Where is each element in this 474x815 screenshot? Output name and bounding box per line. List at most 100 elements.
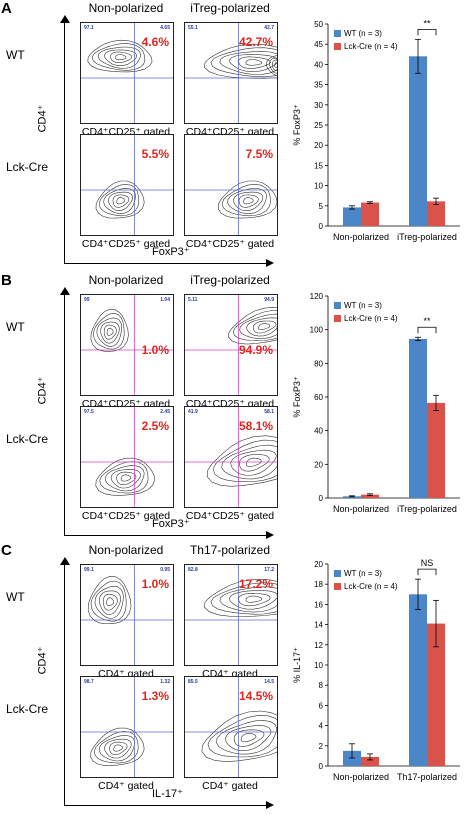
contour-line <box>239 313 277 339</box>
percent-label: 7.5% <box>245 147 273 161</box>
y-tick-label: 30 <box>314 101 323 110</box>
contour-line <box>227 187 267 215</box>
y-axis-label: CD4⁺ <box>36 104 49 133</box>
contour-plot-svg <box>81 565 173 665</box>
contour-line <box>201 710 277 762</box>
y-tick-label: 0 <box>319 762 324 771</box>
legend-swatch <box>334 302 341 309</box>
y-axis-label: CD4⁺ <box>36 376 49 405</box>
bar-chart: 0 20 40 60 80 100 120 % FoxP3⁺ Non-polarized iTre… <box>292 292 460 514</box>
contour-line <box>245 595 263 603</box>
panel-letter: C <box>1 542 12 559</box>
y-tick-label: 20 <box>314 460 323 469</box>
y-axis-arrowhead <box>60 557 70 565</box>
quadrant-value-right: 0.95 <box>160 567 170 573</box>
x-axis-arrow <box>64 535 268 536</box>
gating-label: CD4⁺ gated <box>202 780 258 792</box>
flow-cytometry-plot: 55.1 42.7 42.7% <box>184 22 278 124</box>
contour-line <box>240 733 257 743</box>
contour-line <box>230 449 277 476</box>
bar <box>427 201 445 226</box>
contour-line <box>99 461 149 494</box>
contour-line <box>238 194 259 208</box>
x-axis-label: IL-17⁺ <box>152 788 183 800</box>
legend-swatch <box>334 43 341 50</box>
contour-line <box>90 580 127 622</box>
legend-swatch <box>334 570 341 577</box>
percent-label: 4.6% <box>141 35 169 49</box>
y-tick-label: 18 <box>314 580 323 589</box>
contour-line <box>212 439 277 483</box>
contour-line <box>229 54 277 73</box>
contour-line <box>120 474 132 482</box>
contour-plot-svg <box>81 407 173 507</box>
contour-line <box>90 308 129 352</box>
bar <box>409 338 427 498</box>
quadrant-value-left: 99 <box>84 297 90 303</box>
flow-cytometry-plot: 99 1.04 1.0% <box>80 294 174 396</box>
percent-label: 17.2% <box>238 577 273 591</box>
bar <box>361 202 379 226</box>
contour-line <box>221 183 271 217</box>
y-tick-label: 80 <box>314 359 323 368</box>
y-tick-label: 60 <box>314 393 323 402</box>
y-tick-label: 4 <box>319 722 324 731</box>
y-axis-arrow <box>64 20 65 264</box>
contour-line <box>243 197 254 205</box>
x-axis-arrowhead <box>266 801 274 809</box>
contour-line <box>109 741 128 756</box>
contour-line <box>98 183 140 217</box>
bar-chart: 0 2 4 6 8 10 12 14 16 18 20 % IL-17⁺ Non-polarized Th… <box>292 558 460 782</box>
contour-line <box>271 59 277 71</box>
contour-line <box>87 39 153 73</box>
quadrant-value-left: 97.5 <box>84 409 94 415</box>
contour-line <box>245 59 263 66</box>
contour-line <box>98 590 122 615</box>
x-axis-arrowhead <box>266 531 274 539</box>
contour-line <box>266 55 277 76</box>
contour-plot-svg <box>81 677 173 777</box>
contour-line <box>96 317 123 347</box>
quadrant-value-right: 17.2 <box>264 567 274 573</box>
quadrant-value-right: 1.04 <box>160 297 170 303</box>
contour-line <box>90 727 145 766</box>
column-header: iTreg-polarized <box>190 273 270 287</box>
category-label: Non-polarized <box>333 232 389 242</box>
contour-line <box>232 310 277 342</box>
gating-label: CD4⁺CD25⁺ gated <box>185 510 275 522</box>
significance-label: NS <box>421 558 434 568</box>
contour-plot-svg <box>81 295 173 395</box>
significance-bracket <box>417 28 437 36</box>
row-label: WT <box>6 590 25 604</box>
percent-label: 1.3% <box>141 689 169 703</box>
y-tick-label: 16 <box>314 600 323 609</box>
flow-cytometry-plot: 41.9 58.1 58.1% <box>184 406 278 508</box>
contour-line <box>210 47 277 78</box>
contour-line <box>100 321 120 344</box>
legend-swatch <box>334 315 341 322</box>
y-axis-arrowhead <box>60 287 70 295</box>
contour-line <box>269 57 277 74</box>
flow-cytometry-plot: 97.5 2.45 2.5% <box>80 406 174 508</box>
legend-swatch <box>334 583 341 590</box>
contour-line <box>233 191 264 212</box>
flow-cytometry-plot: 7.5% <box>184 134 278 236</box>
contour-line <box>116 471 137 486</box>
quadrant-value-right: 2.45 <box>160 409 170 415</box>
percent-label: 58.1% <box>238 419 273 433</box>
contour-line <box>274 62 277 68</box>
bar <box>427 623 445 766</box>
contour-line <box>219 586 277 613</box>
x-axis-label: FoxP3⁺ <box>152 518 190 530</box>
contour-line <box>228 306 277 345</box>
column-header: Non-polarized <box>88 273 164 287</box>
contour-plot-svg <box>185 135 277 235</box>
x-axis-arrow <box>64 263 268 264</box>
flow-cytometry-plot: 5.5% <box>80 134 174 236</box>
contour-line <box>97 46 141 69</box>
column-header: iTreg-polarized <box>190 1 270 15</box>
contour-line <box>246 317 277 337</box>
legend-label: Lck-Cre (n = 4) <box>344 582 398 591</box>
category-label: iTreg-polarized <box>397 232 457 242</box>
gating-label: CD4⁺CD25⁺ gated <box>185 238 275 250</box>
